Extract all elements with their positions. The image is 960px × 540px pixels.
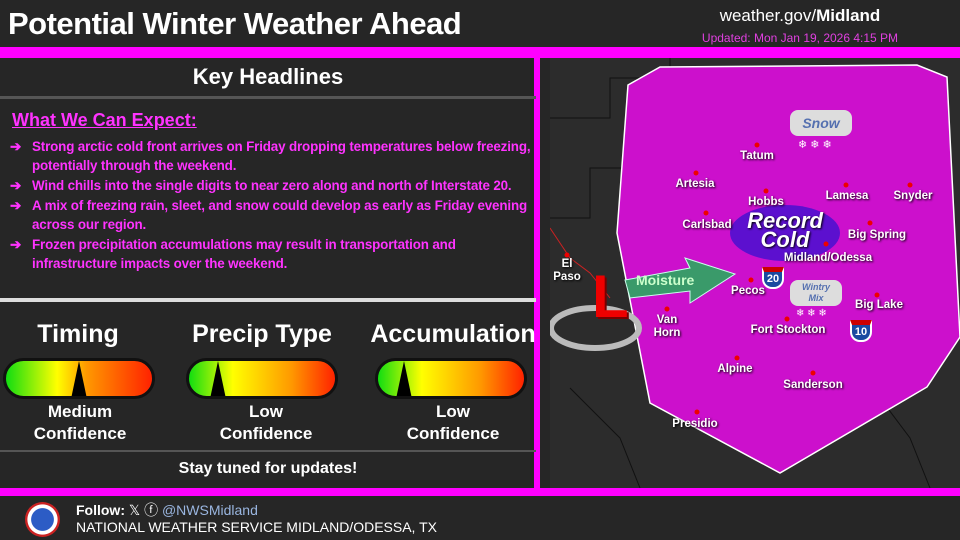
- wintry-mix-cloud-icon: Wintry Mix: [790, 280, 842, 306]
- timing-confidence: Medium Confidence: [33, 402, 127, 443]
- follow-line: Follow: 𝕏 ⓕ @NWSMidland: [76, 502, 258, 518]
- snow-cloud-icon: Snow: [790, 110, 852, 136]
- city-marker: [810, 370, 816, 376]
- city-marker: [874, 292, 880, 298]
- forecast-map: Moisture L Record Cold Snow ❄ ❄ ❄ Wintry M…: [550, 58, 960, 488]
- divider: [0, 298, 536, 302]
- website-link[interactable]: weather.gov/Midland: [700, 6, 900, 26]
- city-label: Carlsbad: [682, 219, 732, 231]
- city-marker: [867, 220, 873, 226]
- city-label: Sanderson: [783, 379, 843, 391]
- snowflake-icon: ❄ ❄ ❄: [798, 139, 832, 151]
- interstate-10-shield: 10: [850, 320, 872, 342]
- social-handle[interactable]: @NWSMidland: [161, 502, 258, 518]
- city-label: Tatum: [740, 150, 774, 162]
- low-rotation-arrow: [550, 305, 642, 351]
- site-prefix: weather.gov/: [719, 6, 817, 25]
- city-label: Pecos: [731, 285, 765, 297]
- list-item: ➔ Frozen precipitation accumulations may …: [10, 237, 456, 271]
- headlines-panel: [0, 58, 540, 488]
- arrow-right-icon: ➔: [10, 237, 22, 252]
- key-headlines-title: Key Headlines: [192, 64, 344, 89]
- list-item: ➔ A mix of freezing rain, sleet, and snow…: [10, 198, 528, 232]
- city-marker: [754, 142, 760, 148]
- city-label: Artesia: [675, 178, 715, 190]
- precip-type-title: Precip Type: [192, 320, 332, 348]
- office-name: NATIONAL WEATHER SERVICE MIDLAND/ODESSA,…: [76, 519, 437, 535]
- city-label: Hobbs: [748, 196, 784, 208]
- city-marker: [784, 316, 790, 322]
- top-divider: [0, 47, 960, 58]
- city-label: Big Spring: [847, 229, 907, 241]
- city-label: Lamesa: [825, 190, 869, 202]
- city-marker: [694, 409, 700, 415]
- city-label: Big Lake: [855, 299, 903, 311]
- list-item: ➔ Wind chills into the single digits to n…: [10, 178, 512, 193]
- precip-type-confidence: Low Confidence: [219, 402, 313, 443]
- city-label: Fort Stockton: [750, 324, 826, 336]
- arrow-right-icon: ➔: [10, 139, 22, 154]
- bottom-divider: [0, 488, 960, 496]
- arrow-right-icon: ➔: [10, 178, 22, 193]
- city-label: El Paso: [553, 258, 581, 283]
- moisture-arrow: [624, 257, 737, 304]
- border-line: [550, 227, 611, 299]
- x-icon[interactable]: 𝕏: [128, 502, 141, 518]
- divider: [0, 96, 536, 99]
- city-marker: [823, 241, 829, 247]
- expect-heading: What We Can Expect:: [12, 110, 197, 130]
- gauge-pointer: [210, 361, 227, 396]
- stay-tuned-text: Stay tuned for updates!: [178, 460, 358, 477]
- accumulation-gauge: [375, 358, 527, 399]
- city-marker: [843, 182, 849, 188]
- record-cold-glow: [730, 205, 840, 261]
- city-label: Alpine: [717, 363, 753, 375]
- low-pressure-label: L: [592, 263, 629, 330]
- headline-list: ➔ Strong arctic cold front arrives on Fri…: [10, 137, 534, 274]
- city-marker: [763, 188, 769, 194]
- city-marker: [748, 277, 754, 283]
- facebook-icon[interactable]: ⓕ: [144, 502, 159, 518]
- interstate-20-shield: 20: [762, 267, 784, 289]
- divider: [0, 450, 536, 452]
- city-label: Midland/Odessa: [783, 252, 873, 264]
- gauge-pointer: [71, 361, 87, 396]
- city-marker: [693, 170, 699, 176]
- moisture-label: Moisture: [636, 272, 695, 288]
- site-office: Midland: [816, 6, 881, 25]
- accumulation-confidence: Low Confidence: [406, 402, 500, 443]
- accumulation-title: Accumulation: [370, 320, 536, 348]
- city-marker: [564, 252, 570, 258]
- sleet-icon: ❄ ❄ ❄: [796, 308, 827, 319]
- gauge-pointer: [396, 361, 413, 396]
- city-marker: [734, 355, 740, 361]
- record-cold-label: Record Cold: [747, 208, 823, 252]
- city-label: Presidio: [672, 418, 718, 430]
- timing-title: Timing: [37, 320, 119, 348]
- list-item: ➔ Strong arctic cold front arrives on Fri…: [10, 139, 531, 173]
- page-title: Potential Winter Weather Ahead: [8, 6, 462, 41]
- map-shapes: [550, 58, 960, 488]
- timing-gauge: [3, 358, 155, 399]
- nws-logo: [25, 502, 60, 537]
- winter-weather-area: [616, 64, 960, 474]
- city-marker: [664, 306, 670, 312]
- city-label: Snyder: [893, 190, 933, 202]
- arrow-right-icon: ➔: [10, 198, 22, 213]
- updated-timestamp: Updated: Mon Jan 19, 2026 4:15 PM: [701, 31, 899, 45]
- city-marker: [907, 182, 913, 188]
- city-marker: [703, 210, 709, 216]
- city-label: Van Horn: [653, 314, 681, 339]
- precip-type-gauge: [186, 358, 338, 399]
